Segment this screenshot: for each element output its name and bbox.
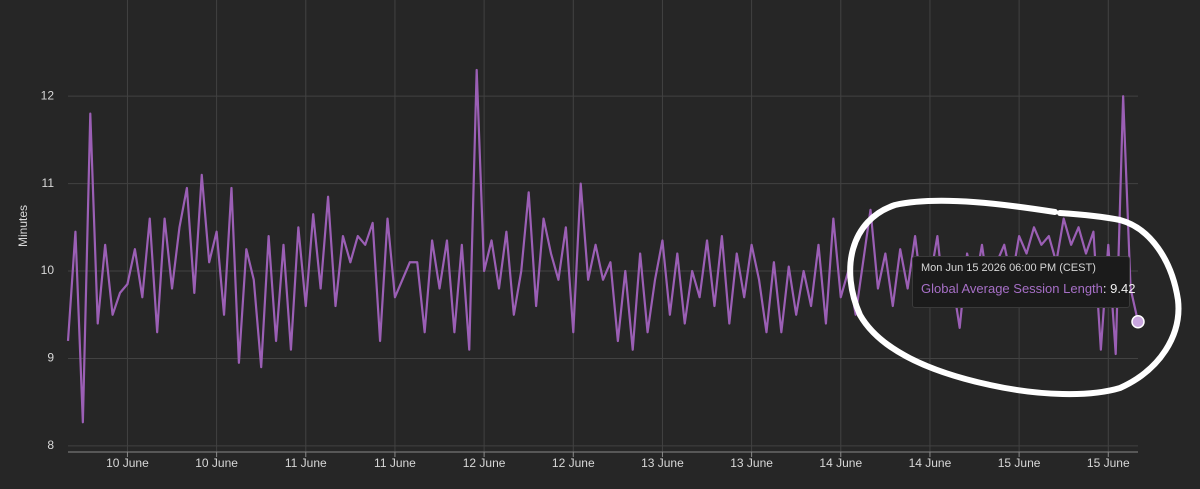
x-tick-label: 14 June	[909, 456, 952, 470]
x-tick-label: 12 June	[463, 456, 506, 470]
x-tick-label: 10 June	[195, 456, 238, 470]
x-tick-label: 12 June	[552, 456, 595, 470]
x-tick-label: 13 June	[641, 456, 684, 470]
hover-marker	[1131, 314, 1145, 329]
x-tick-label: 15 June	[998, 456, 1041, 470]
hand-drawn-annotation	[847, 197, 1182, 398]
x-tick-label: 13 June	[730, 456, 773, 470]
x-tick-label: 11 June	[374, 456, 416, 470]
y-axis-title: Minutes	[16, 205, 30, 247]
y-tick-label: 8	[47, 438, 54, 452]
series-line	[66, 68, 1140, 424]
y-tick-label: 9	[47, 351, 54, 365]
y-tick-label: 12	[41, 88, 55, 102]
plot-area: 8 9 10 11 12 10 June 10 June 11 June 11 June 12 J…	[41, 0, 1145, 470]
tooltip-date: Mon Jun 15 2026 06:00 PM (CEST)	[921, 262, 1096, 274]
tooltip-series-name: Global Average Session Length	[921, 281, 1103, 296]
y-tick-label: 11	[42, 176, 55, 190]
y-tick-label: 10	[41, 263, 55, 277]
tooltip: Mon Jun 15 2026 06:00 PM (CEST) Global A…	[912, 256, 1135, 308]
x-tick-label: 15 June	[1087, 456, 1130, 470]
tooltip-row: Global Average Session Length9.42	[921, 281, 1135, 296]
tooltip-value: 9.42	[1103, 281, 1136, 296]
x-tick-label: 14 June	[819, 456, 862, 470]
x-tick-label: 11 June	[285, 456, 327, 470]
x-tick-label: 10 June	[106, 456, 149, 470]
